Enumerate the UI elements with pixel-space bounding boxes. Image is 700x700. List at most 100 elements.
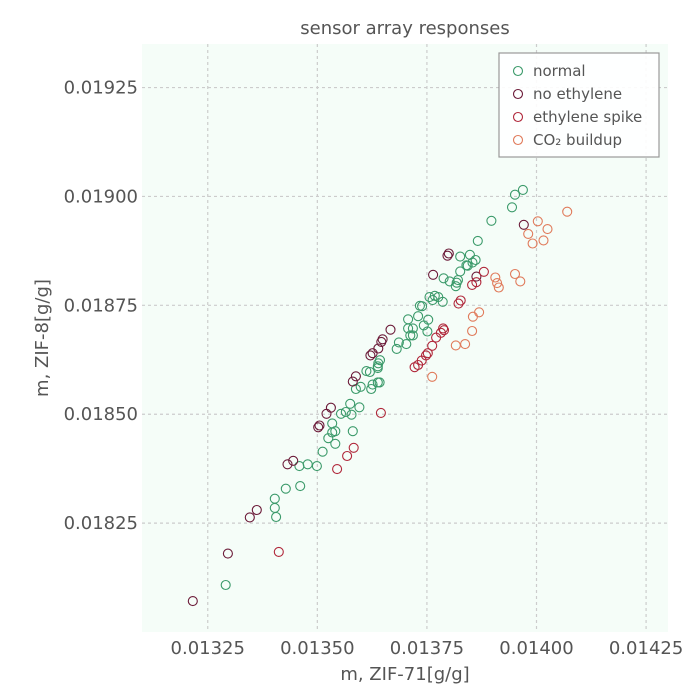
data-point	[471, 277, 482, 288]
series-no-ethylene	[187, 219, 529, 607]
data-point	[509, 189, 521, 200]
data-point	[385, 324, 396, 335]
chart-title: sensor array responses	[300, 18, 509, 39]
legend-label: ethylene spike	[533, 108, 642, 126]
x-tick-label: 0.01375	[390, 638, 464, 659]
data-point	[467, 325, 478, 337]
data-point	[442, 250, 453, 261]
data-point	[350, 371, 361, 382]
data-point	[377, 334, 388, 345]
data-point	[427, 371, 438, 382]
y-tick-labels: 0.01825 0.01850 0.01875 0.01900 0.01925	[64, 78, 138, 535]
data-point	[478, 266, 489, 277]
data-point	[313, 422, 324, 433]
data-point	[244, 512, 255, 523]
data-point	[423, 314, 434, 325]
data-point	[280, 483, 291, 494]
data-point	[424, 292, 435, 303]
data-point	[413, 311, 424, 322]
data-point	[366, 383, 377, 395]
data-point	[427, 340, 438, 351]
data-point	[345, 398, 356, 409]
data-point	[375, 407, 386, 418]
series-co-buildup	[427, 206, 573, 382]
data-point	[444, 276, 455, 287]
data-point	[373, 358, 384, 369]
data-point	[355, 381, 366, 392]
data-point	[509, 268, 521, 280]
data-point	[538, 235, 549, 246]
data-point	[347, 426, 358, 437]
data-point	[335, 408, 347, 419]
legend: normal no ethylene ethylene spike CO₂ build…	[498, 52, 660, 158]
data-points	[187, 184, 573, 607]
legend-marker	[512, 65, 524, 77]
x-tick-label: 0.01325	[171, 638, 245, 659]
data-point	[455, 295, 466, 306]
legend-marker	[512, 134, 524, 146]
data-point	[455, 251, 466, 262]
data-point	[532, 216, 543, 227]
data-point	[393, 337, 404, 348]
data-point	[471, 271, 482, 282]
legend-label: normal	[533, 62, 586, 80]
y-tick-label: 0.01925	[64, 78, 138, 99]
data-point	[438, 325, 450, 336]
data-point	[376, 336, 387, 347]
data-point	[330, 438, 341, 449]
data-point	[451, 277, 462, 288]
data-point	[391, 343, 402, 354]
data-point	[273, 546, 284, 557]
data-point	[288, 455, 299, 466]
data-point	[407, 330, 418, 341]
x-axis-label: m, ZIF-71[g/g]	[340, 664, 469, 685]
data-point	[417, 301, 428, 312]
data-point	[365, 350, 376, 361]
data-point	[420, 350, 432, 361]
data-point	[472, 235, 483, 246]
legend-label: CO₂ buildup	[533, 131, 622, 149]
data-point	[490, 272, 501, 283]
data-point	[401, 339, 412, 350]
data-point	[515, 276, 526, 287]
data-point	[187, 596, 198, 607]
data-point	[347, 376, 358, 387]
legend-box	[498, 52, 660, 158]
legend-marker	[512, 111, 524, 123]
data-point	[222, 548, 233, 559]
data-point	[407, 323, 418, 334]
data-point	[340, 406, 351, 418]
data-point	[523, 228, 534, 239]
data-point	[462, 260, 473, 271]
data-point	[517, 184, 528, 195]
data-point	[518, 219, 529, 230]
data-point	[361, 366, 372, 377]
data-point	[443, 248, 454, 259]
data-point	[437, 296, 448, 307]
data-point	[422, 326, 433, 337]
data-point	[429, 290, 440, 301]
data-point	[542, 224, 553, 235]
legend-label: no ethylene	[533, 85, 622, 103]
data-point	[405, 330, 416, 341]
data-point	[311, 461, 322, 472]
data-point	[346, 409, 357, 420]
data-point	[367, 379, 378, 390]
data-point	[562, 206, 573, 217]
data-point	[325, 402, 336, 413]
y-tick-label: 0.01850	[64, 404, 138, 425]
series-ethylene-spike	[273, 266, 489, 557]
data-point	[327, 418, 338, 429]
data-point	[438, 323, 449, 334]
x-tick-label: 0.01425	[609, 638, 683, 659]
data-point	[527, 238, 538, 249]
data-point	[464, 249, 475, 260]
data-point	[438, 273, 449, 284]
data-point	[317, 446, 328, 457]
y-tick-label: 0.01900	[64, 186, 138, 207]
data-point	[422, 348, 433, 359]
data-point	[282, 459, 293, 470]
data-point	[374, 355, 386, 366]
x-tick-label: 0.01400	[499, 638, 573, 659]
